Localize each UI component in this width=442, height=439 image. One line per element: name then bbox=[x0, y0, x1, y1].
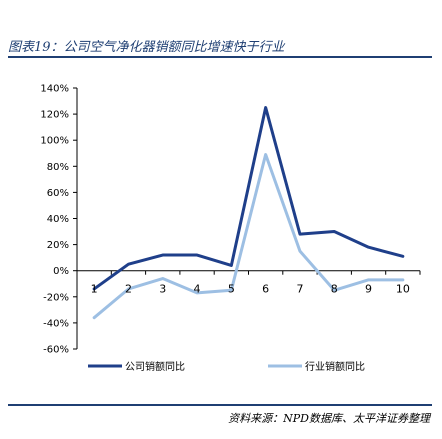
y-tick-label: -20% bbox=[43, 292, 69, 303]
y-tick-label: 20% bbox=[47, 240, 69, 251]
x-tick-label: 10 bbox=[396, 283, 410, 296]
x-tick-label: 3 bbox=[159, 283, 166, 296]
y-tick-label: -40% bbox=[43, 318, 69, 329]
y-tick-label: 140% bbox=[40, 84, 69, 95]
series-line-1 bbox=[92, 106, 405, 291]
x-tick-label: 7 bbox=[296, 283, 303, 296]
title-rule bbox=[8, 56, 432, 58]
x-tick-label: 8 bbox=[331, 283, 338, 296]
legend-label-1: 公司销额同比 bbox=[125, 360, 185, 373]
source-note: 资料来源：NPD数据库、太平洋证券整理 bbox=[228, 412, 430, 425]
x-tick-label: 9 bbox=[365, 283, 372, 296]
chart-title: 图表19：公司空气净化器销额同比增速快于行业 bbox=[8, 40, 285, 55]
x-tick-label: 1 bbox=[91, 283, 98, 296]
x-tick-label: 2 bbox=[125, 283, 132, 296]
y-tick-label: -60% bbox=[43, 345, 69, 356]
y-tick-label: 60% bbox=[47, 188, 69, 199]
x-tick-label: 6 bbox=[262, 283, 269, 296]
y-tick-label: 0% bbox=[53, 266, 69, 277]
y-tick-label: 120% bbox=[40, 110, 69, 121]
y-tick-label: 80% bbox=[47, 162, 69, 173]
x-tick-label: 4 bbox=[194, 283, 201, 296]
y-tick-label: 100% bbox=[40, 136, 69, 147]
footer-rule bbox=[8, 404, 432, 406]
y-tick-label: 40% bbox=[47, 214, 69, 225]
series-line-2 bbox=[92, 153, 405, 320]
x-tick-label: 5 bbox=[228, 283, 235, 296]
legend-label-2: 行业销额同比 bbox=[305, 360, 365, 373]
